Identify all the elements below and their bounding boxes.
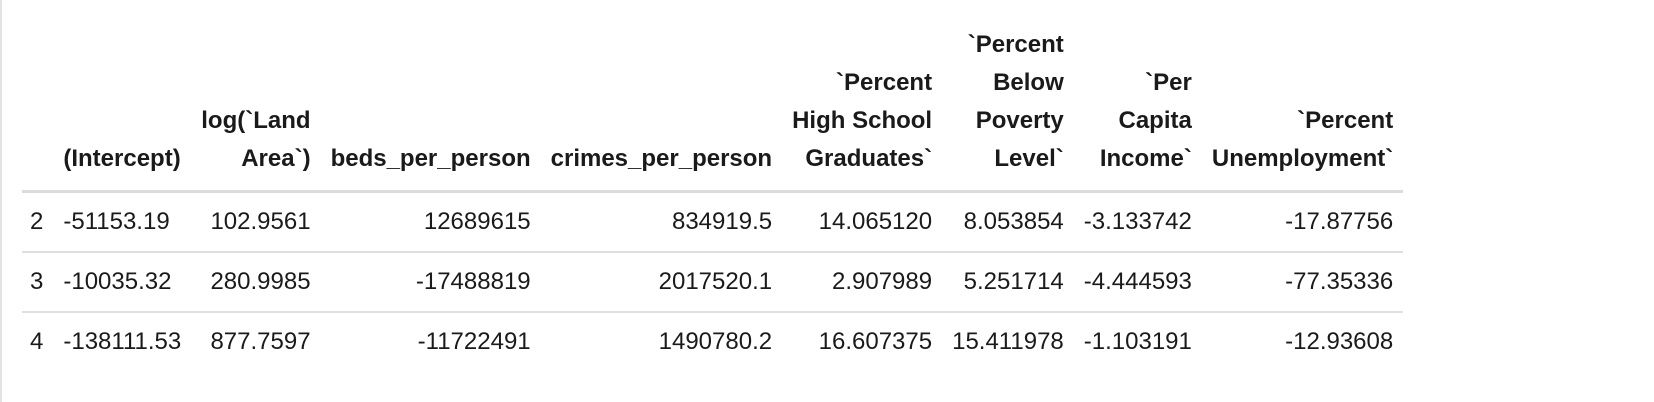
percent-below-poverty-level-cell: 5.251714 — [942, 252, 1074, 313]
log-land-area-cell: 877.7597 — [210, 328, 311, 355]
header-line: High School — [792, 107, 933, 134]
log-land-area-cell: 102.9561 — [191, 191, 321, 253]
header-row: (Intercept) log(`Land Area`) beds_per_pe… — [22, 26, 1404, 193]
per-capita-income-cell: -3.133742 — [1073, 191, 1202, 253]
header-line: crimes_per_person — [550, 145, 773, 172]
beds-per-person-cell: 12689615 — [320, 191, 541, 253]
header-line: Area`) — [241, 145, 311, 172]
header-line: Capita — [1118, 107, 1192, 134]
header-line: beds_per_person — [330, 145, 531, 172]
percent-high-school-graduates-cell: 16.607375 — [818, 328, 933, 355]
table-row: 2 -51153.19 102.9561 12689615 834919.5 1… — [22, 191, 1404, 253]
header-line: Income` — [1099, 145, 1192, 172]
percent-high-school-graduates-cell: 2.907989 — [782, 252, 943, 313]
percent-below-poverty-level-cell: 8.053854 — [942, 191, 1074, 253]
header-line: Level` — [994, 145, 1064, 172]
header-line: `Percent — [967, 31, 1064, 58]
row-name-cell: 2 — [22, 191, 54, 253]
intercept-cell: -138111.53 — [63, 328, 182, 355]
header-per-capita-income: `Per Capita Income` — [1073, 26, 1202, 193]
percent-below-poverty-level-cell: 15.411978 — [952, 328, 1064, 355]
percent-high-school-graduates-cell: 14.065120 — [782, 191, 943, 253]
header-rownames — [22, 26, 54, 193]
row-name-cell: 3 — [22, 252, 54, 313]
crimes-per-person-cell: 834919.5 — [540, 191, 783, 253]
percent-unemployment-cell: -12.93608 — [1285, 328, 1394, 355]
beds-per-person-cell: -11722491 — [417, 328, 531, 355]
left-divider — [0, 0, 2, 402]
header-line: `Percent — [1297, 107, 1394, 134]
log-land-area-cell: 280.9985 — [191, 252, 321, 313]
header-line: `Percent — [836, 69, 933, 96]
crimes-per-person-cell: 1490780.2 — [658, 328, 773, 355]
crimes-per-person-cell: 2017520.1 — [540, 252, 783, 313]
header-line: Below — [993, 69, 1064, 96]
percent-unemployment-cell: -17.87756 — [1201, 191, 1404, 253]
table-row: 3 -10035.32 280.9985 -17488819 2017520.1… — [22, 252, 1404, 313]
header-line: Unemployment` — [1211, 145, 1394, 172]
header-line: Graduates` — [805, 145, 933, 172]
header-beds-per-person: beds_per_person — [320, 26, 541, 193]
header-percent-below-poverty-level: `Percent Below Poverty Level` — [942, 26, 1074, 193]
header-line: log(`Land — [201, 107, 311, 134]
header-line: `Per — [1145, 69, 1192, 96]
header-log-land-area: log(`Land Area`) — [191, 26, 321, 193]
per-capita-income-cell: -4.444593 — [1073, 252, 1202, 313]
header-intercept: (Intercept) — [53, 26, 192, 193]
header-line: (Intercept) — [63, 145, 181, 172]
row-name-cell: 4 — [30, 328, 44, 355]
intercept-cell: -10035.32 — [53, 252, 192, 313]
beds-per-person-cell: -17488819 — [320, 252, 541, 313]
percent-unemployment-cell: -77.35336 — [1201, 252, 1404, 313]
header-percent-unemployment: `Percent Unemployment` — [1201, 26, 1404, 193]
header-percent-high-school-graduates: `Percent High School Graduates` — [782, 26, 943, 193]
header-crimes-per-person: crimes_per_person — [540, 26, 783, 193]
table-row: 4 -138111.53 877.7597 -11722491 1490780.… — [22, 312, 1403, 371]
intercept-cell: -51153.19 — [53, 191, 192, 253]
header-line: Poverty — [975, 107, 1064, 134]
per-capita-income-cell: -1.103191 — [1083, 328, 1192, 355]
coefficient-table: (Intercept) log(`Land Area`) beds_per_pe… — [22, 26, 1404, 371]
